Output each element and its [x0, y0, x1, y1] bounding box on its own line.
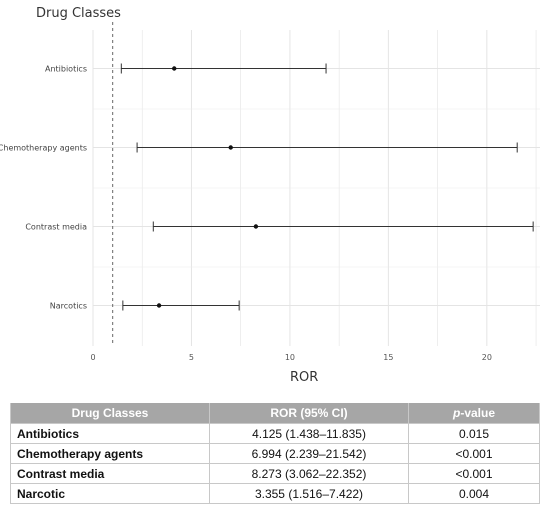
x-axis-label: ROR [290, 370, 319, 385]
forest-plot: Antibiotics Chemotherapy agents Contrast m… [0, 22, 540, 362]
table-row: Antibiotics 4.125 (1.438–11.835) 0.015 [10, 423, 540, 444]
table-row: Narcotic 3.355 (1.516–7.422) 0.004 [10, 483, 540, 504]
y-tick-label: Contrast media [25, 223, 87, 232]
y-tick-label: Chemotherapy agents [0, 144, 87, 153]
header-value-suffix: -value [460, 406, 496, 420]
table-row: Contrast media 8.273 (3.062–22.352) <0.0… [10, 463, 540, 484]
table-cell-ror: 4.125 (1.438–11.835) [209, 423, 409, 444]
results-table: Drug Classes ROR (95% CI) p-value Antibi… [10, 403, 540, 504]
point-estimate [228, 145, 233, 150]
header-p-value: p-value [408, 403, 540, 424]
header-ror-ci: ROR (95% CI) [209, 403, 409, 424]
point-estimate [172, 66, 177, 71]
table-header-row: Drug Classes ROR (95% CI) p-value [10, 403, 540, 424]
chart-title: Drug Classes [36, 6, 121, 21]
table-cell-p: 0.015 [408, 423, 540, 444]
x-tick-label: 0 [90, 353, 95, 362]
y-tick-label: Antibiotics [45, 65, 87, 74]
y-tick-label: Narcotics [50, 302, 87, 311]
table-cell-ror: 6.994 (2.239–21.542) [209, 443, 409, 464]
table-cell-class: Contrast media [10, 463, 210, 484]
table-cell-ror: 3.355 (1.516–7.422) [209, 483, 409, 504]
table-row: Chemotherapy agents 6.994 (2.239–21.542)… [10, 443, 540, 464]
table-cell-class: Chemotherapy agents [10, 443, 210, 464]
point-estimate [253, 224, 259, 229]
x-tick-label: 20 [482, 353, 492, 362]
x-tick-label: 10 [285, 353, 295, 362]
table-cell-p: <0.001 [408, 443, 540, 464]
table-cell-class: Antibiotics [10, 423, 210, 444]
table-cell-class: Narcotic [10, 483, 210, 504]
point-estimate [156, 303, 162, 308]
header-p-italic: p [452, 406, 461, 420]
header-drug-classes: Drug Classes [10, 403, 210, 424]
x-tick-label: 15 [383, 353, 393, 362]
table-cell-p: 0.004 [408, 483, 540, 504]
table-cell-ror: 8.273 (3.062–22.352) [209, 463, 409, 484]
table-cell-p: <0.001 [408, 463, 540, 484]
x-tick-label: 5 [189, 353, 194, 362]
